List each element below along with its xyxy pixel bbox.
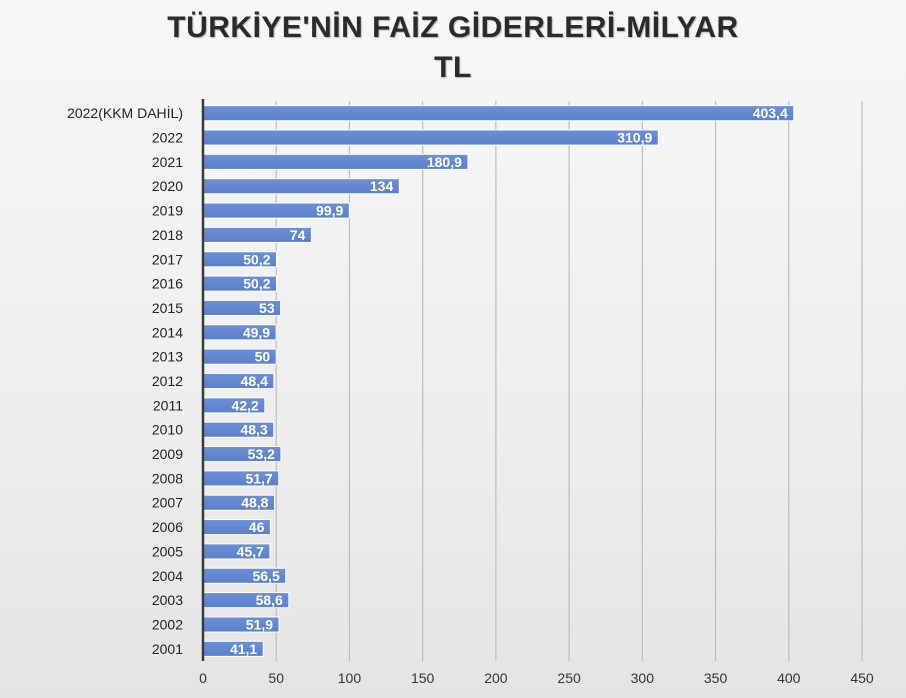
category-label: 2014 [152, 324, 183, 340]
data-label: 48,8 [241, 495, 268, 511]
x-tick-label: 0 [199, 670, 207, 686]
data-label: 50,2 [243, 251, 270, 267]
data-label: 180,9 [427, 154, 462, 170]
category-label: 2015 [152, 300, 183, 316]
category-label: 2011 [153, 397, 183, 413]
data-label: 58,6 [256, 592, 283, 608]
category-label: 2001 [152, 641, 183, 657]
data-label: 403,4 [753, 105, 788, 121]
data-label: 49,9 [243, 324, 270, 340]
category-label: 2008 [152, 470, 183, 486]
data-label: 51,9 [246, 616, 273, 632]
category-label: 2013 [152, 349, 183, 365]
data-label: 51,7 [245, 470, 272, 486]
x-tick-label: 50 [268, 670, 284, 686]
category-label: 2006 [152, 519, 183, 535]
data-label: 50 [255, 349, 271, 365]
data-label: 310,9 [617, 130, 652, 146]
data-label: 48,4 [241, 373, 268, 389]
category-label: 2017 [152, 251, 183, 267]
x-tick-label: 300 [631, 670, 655, 686]
category-label: 2010 [152, 422, 183, 438]
category-label: 2012 [152, 373, 183, 389]
data-label: 53 [259, 300, 275, 316]
category-label: 2018 [152, 227, 183, 243]
category-label: 2019 [152, 203, 183, 219]
chart-title: TÜRKİYE'NİN FAİZ GİDERLERİ-MİLYAR TL [0, 8, 906, 88]
data-label: 53,2 [248, 446, 275, 462]
category-label: 2004 [152, 568, 183, 584]
x-tick-label: 350 [704, 670, 728, 686]
category-label: 2021 [152, 154, 183, 170]
chart-title-line-1: TÜRKİYE'NİN FAİZ GİDERLERİ-MİLYAR [167, 11, 739, 44]
x-tick-label: 150 [411, 670, 435, 686]
data-label: 45,7 [237, 543, 264, 559]
data-label: 56,5 [252, 568, 279, 584]
x-tick-label: 250 [557, 670, 581, 686]
category-label: 2007 [152, 495, 183, 511]
data-label: 42,2 [232, 397, 259, 413]
category-label: 2002 [152, 616, 183, 632]
data-label: 134 [370, 178, 394, 194]
x-tick-label: 450 [850, 670, 874, 686]
data-label: 41,1 [230, 641, 257, 657]
category-label: 2016 [152, 276, 183, 292]
bar [202, 105, 795, 122]
data-label: 50,2 [243, 276, 270, 292]
category-label: 2020 [152, 178, 183, 194]
bar [202, 129, 659, 146]
category-label: 2009 [152, 446, 183, 462]
data-label: 99,9 [316, 203, 343, 219]
category-label: 2003 [152, 592, 183, 608]
x-tick-label: 100 [338, 670, 362, 686]
data-label: 74 [290, 227, 306, 243]
data-label: 48,3 [240, 422, 267, 438]
x-tick-label: 200 [484, 670, 508, 686]
category-label: 2022 [152, 130, 183, 146]
x-tick-label: 400 [777, 670, 801, 686]
data-label: 46 [249, 519, 265, 535]
category-label: 2022(KKM DAHİL) [67, 104, 183, 121]
chart-title-line-2: TL [434, 51, 472, 84]
category-label: 2005 [152, 543, 183, 559]
